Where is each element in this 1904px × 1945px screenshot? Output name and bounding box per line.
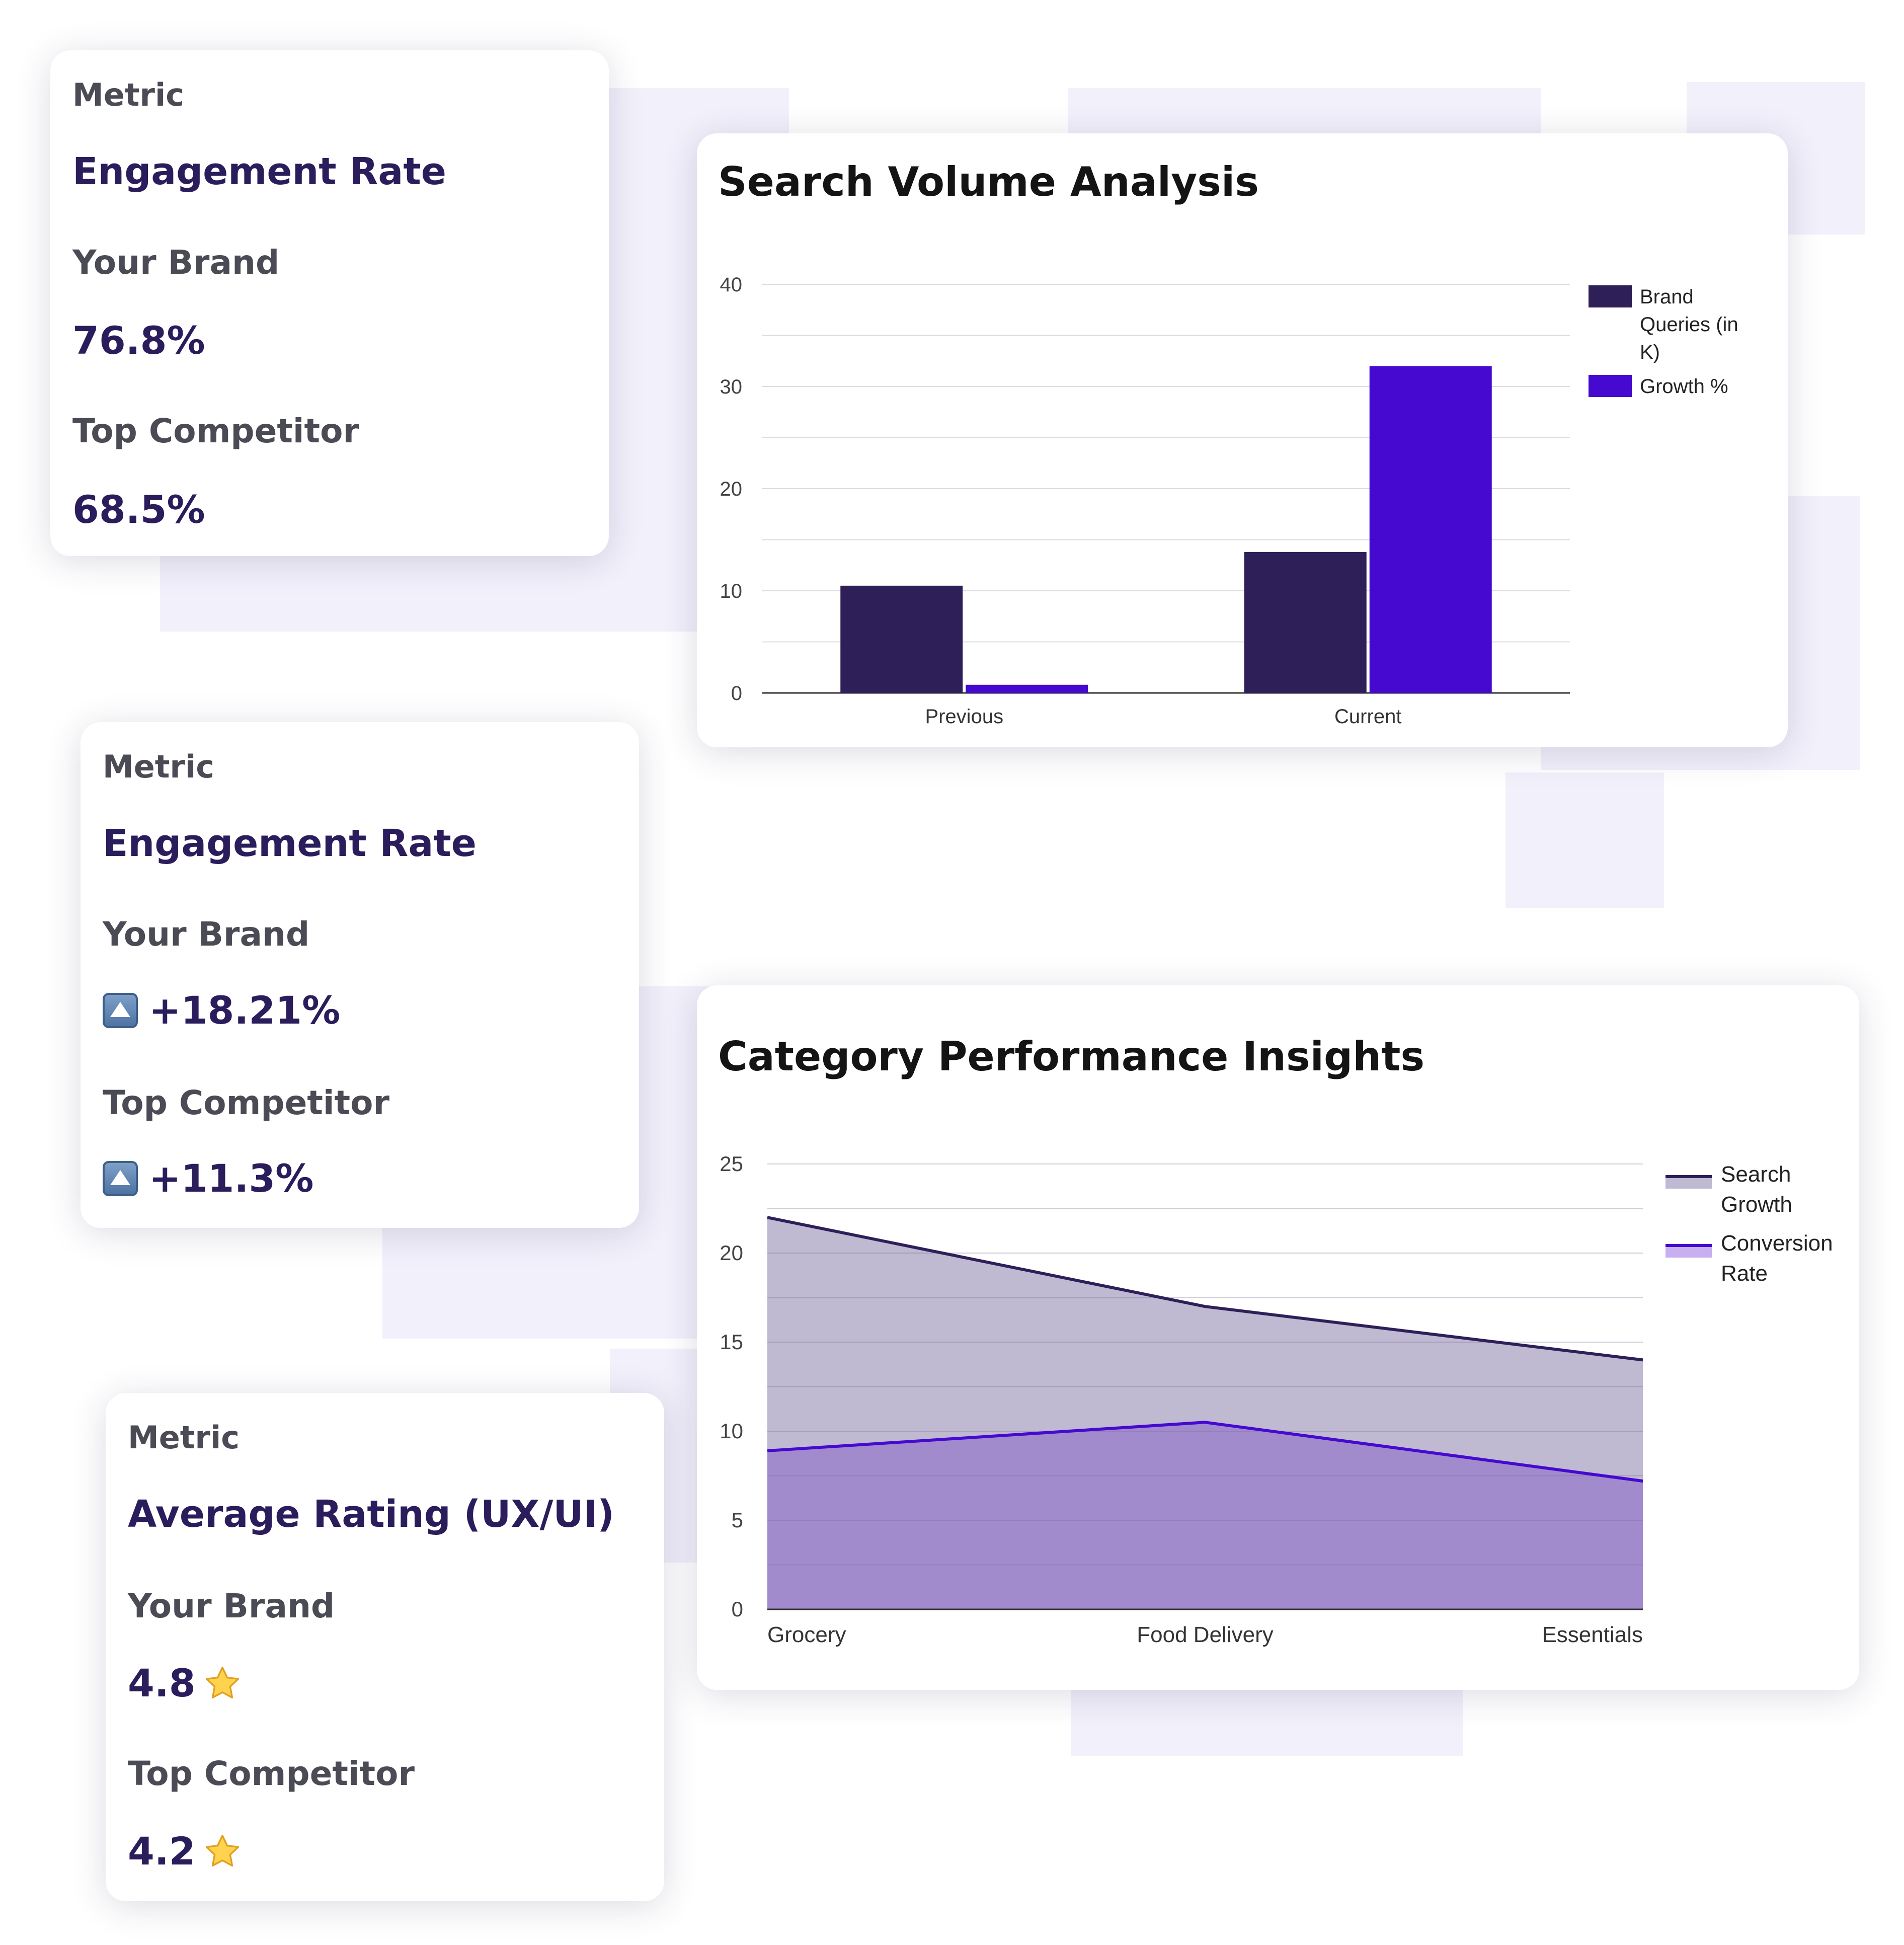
up-arrow-icon (103, 1160, 138, 1196)
metric-card-engagement-rate: Metric Engagement Rate Your Brand 76.8% … (50, 50, 609, 556)
brand-label: Your Brand (103, 915, 310, 954)
y-tick-label: 20 (720, 1241, 743, 1265)
legend-label: Rate (1721, 1261, 1768, 1286)
series-line (767, 1216, 1643, 1362)
chart-title: Category Performance Insights (718, 1033, 1425, 1080)
competitor-label: Top Competitor (103, 1083, 389, 1122)
x-tick-label: Food Delivery (1137, 1622, 1273, 1647)
up-arrow-icon (103, 992, 138, 1028)
y-tick-label: 5 (732, 1508, 743, 1532)
bar (966, 684, 1088, 693)
competitor-value: 4.2 (128, 1829, 241, 1874)
bar (1244, 552, 1367, 693)
background-tile (1505, 772, 1664, 908)
search-volume-bar-chart: 0 10 20 30 40 Previous Current Brand Queries (in… (720, 274, 1738, 728)
y-tick-label: 40 (720, 274, 743, 296)
bar (840, 585, 963, 693)
y-tick-label: 0 (732, 1597, 743, 1621)
competitor-value: 68.5% (72, 487, 205, 532)
metric-label: Metric (128, 1419, 240, 1456)
y-tick-label: 20 (720, 478, 743, 500)
brand-label: Your Brand (72, 243, 280, 282)
x-tick-label: Current (1334, 706, 1401, 728)
legend-swatch (1589, 285, 1632, 307)
brand-value: 76.8% (72, 318, 205, 363)
legend-label: Conversion (1721, 1231, 1833, 1256)
chart-title: Search Volume Analysis (718, 159, 1259, 205)
y-tick-label: 10 (720, 1419, 743, 1443)
x-tick-label: Grocery (767, 1622, 846, 1647)
legend-swatch (1665, 1177, 1712, 1189)
y-tick-label: 0 (731, 682, 742, 705)
legend-swatch (1665, 1246, 1712, 1258)
bar (1369, 366, 1492, 693)
legend-label: Queries (in (1640, 314, 1738, 336)
competitor-label: Top Competitor (72, 412, 359, 450)
legend-label: Growth (1721, 1192, 1792, 1217)
brand-label: Your Brand (128, 1587, 335, 1625)
metric-label: Metric (72, 76, 184, 113)
metric-card-engagement-growth: Metric Engagement Rate Your Brand +18.21… (81, 722, 639, 1228)
metric-title: Engagement Rate (103, 822, 477, 865)
y-tick-label: 10 (720, 580, 743, 602)
star-icon (205, 1666, 239, 1698)
category-performance-chart-card: Category Performance Insights 0 5 10 15 20 25… (697, 985, 1859, 1690)
metric-card-average-rating: Metric Average Rating (UX/UI) Your Brand… (106, 1393, 664, 1901)
legend-label: Search (1721, 1162, 1791, 1187)
x-tick-label: Essentials (1542, 1622, 1643, 1647)
legend-label: K) (1640, 341, 1660, 363)
y-tick-label: 25 (720, 1152, 743, 1176)
metric-title: Average Rating (UX/UI) (128, 1493, 614, 1536)
brand-value: +18.21% (103, 988, 340, 1033)
x-tick-label: Previous (925, 706, 1003, 728)
search-volume-chart-card: Search Volume Analysis 0 10 20 30 40 Previous… (697, 133, 1788, 747)
competitor-value: +11.3% (103, 1156, 313, 1201)
y-tick-label: 30 (720, 376, 743, 398)
y-tick-label: 15 (720, 1330, 743, 1354)
series-line (767, 1421, 1643, 1483)
legend-label: Growth % (1640, 375, 1728, 398)
legend-label: Brand (1640, 286, 1694, 308)
competitor-label: Top Competitor (128, 1754, 415, 1793)
metric-label: Metric (103, 748, 214, 785)
star-icon (205, 1834, 239, 1866)
series-area (767, 1422, 1643, 1609)
background-tile (1068, 88, 1541, 133)
brand-value: 4.8 (128, 1661, 241, 1705)
category-performance-area-chart: 0 5 10 15 20 25 Grocery Food Delivery Essentials… (720, 1152, 1833, 1647)
legend-swatch (1589, 375, 1632, 397)
metric-title: Engagement Rate (72, 150, 446, 193)
